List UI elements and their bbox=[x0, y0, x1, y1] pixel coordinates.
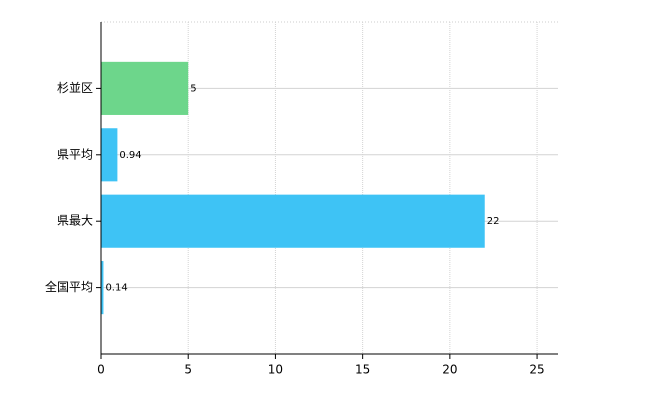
bar bbox=[101, 194, 485, 248]
value-label: 22 bbox=[487, 216, 500, 227]
y-tick-label: 県平均 bbox=[57, 147, 93, 161]
value-label: 5 bbox=[190, 83, 196, 94]
x-tick-label: 5 bbox=[184, 363, 192, 377]
value-label: 0.14 bbox=[105, 283, 127, 294]
x-tick-label: 10 bbox=[268, 363, 283, 377]
x-tick-label: 25 bbox=[529, 363, 544, 377]
x-tick-label: 20 bbox=[442, 363, 457, 377]
y-tick-label: 杉並区 bbox=[57, 81, 93, 95]
value-label: 0.94 bbox=[119, 150, 141, 161]
bar bbox=[101, 61, 189, 115]
y-tick-label: 県最大 bbox=[57, 214, 93, 228]
x-tick-label: 0 bbox=[97, 363, 105, 377]
y-tick-label: 全国平均 bbox=[45, 279, 93, 294]
x-tick-label: 15 bbox=[355, 363, 370, 377]
bar bbox=[101, 261, 104, 315]
bar bbox=[101, 128, 118, 182]
